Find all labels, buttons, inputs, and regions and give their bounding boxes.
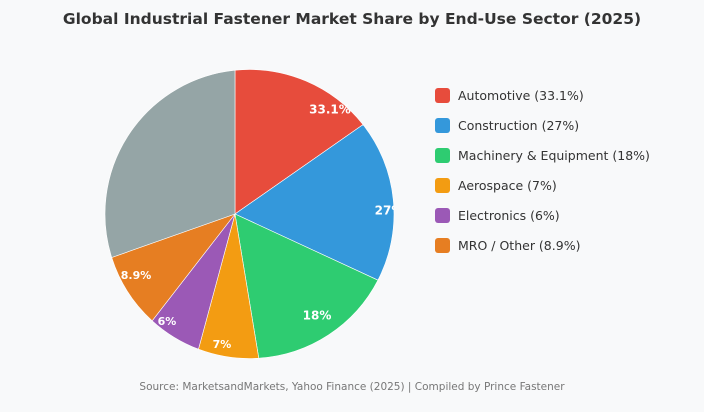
legend-swatch	[435, 87, 450, 103]
legend-swatch	[435, 147, 450, 163]
legend-label: Machinery & Equipment (18%)	[458, 147, 650, 163]
legend-label: Aerospace (7%)	[458, 177, 557, 193]
chart-title: Global Industrial Fastener Market Share …	[62, 10, 642, 28]
slice-data-label: 8.9%	[121, 269, 152, 282]
legend-swatch	[435, 207, 450, 223]
legend-label: MRO / Other (8.9%)	[458, 237, 581, 253]
legend: Automotive (33.1%) Construction (27%) Mach…	[435, 80, 650, 260]
pie-slice-construction	[234, 124, 395, 281]
slice-data-label: 33.1%	[309, 103, 351, 117]
legend-swatch	[435, 177, 450, 193]
legend-swatch	[435, 237, 450, 253]
legend-label: Electronics (6%)	[458, 207, 560, 223]
legend-label: Automotive (33.1%)	[458, 87, 584, 103]
pie-slice-machinery-equipment	[234, 213, 379, 359]
legend-item[interactable]: Construction (27%)	[435, 110, 650, 140]
legend-label: Construction (27%)	[458, 117, 580, 133]
legend-item[interactable]: Electronics (6%)	[435, 200, 650, 230]
slice-data-label: 6%	[158, 315, 177, 328]
legend-item[interactable]: MRO / Other (8.9%)	[435, 230, 650, 260]
slice-data-label: 27%	[375, 204, 404, 218]
pie-slice-automotive	[234, 69, 364, 215]
slice-data-label: 7%	[213, 338, 232, 351]
legend-item[interactable]: Machinery & Equipment (18%)	[435, 140, 650, 170]
legend-item[interactable]: Aerospace (7%)	[435, 170, 650, 200]
pie-slice-unlabeled	[104, 69, 236, 258]
legend-swatch	[435, 117, 450, 133]
legend-item[interactable]: Automotive (33.1%)	[435, 80, 650, 110]
source-note: Source: MarketsandMarkets, Yahoo Finance…	[139, 381, 565, 393]
slice-data-label: 18%	[303, 309, 332, 323]
